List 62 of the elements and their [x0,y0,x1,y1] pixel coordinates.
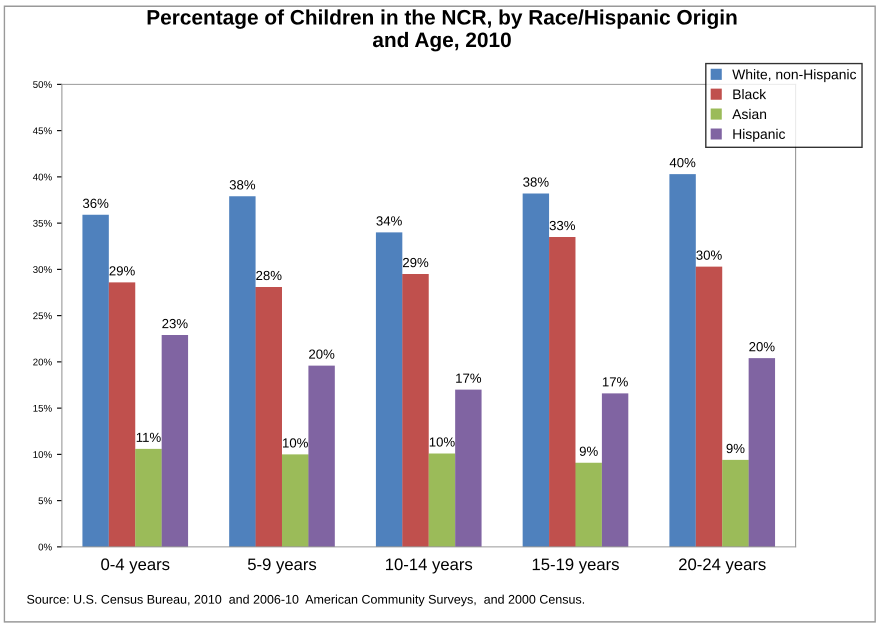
bar [722,460,749,547]
data-label: 38% [230,180,256,190]
data-label: 20% [749,342,775,352]
y-tick-label: 25% [33,312,52,320]
bar [549,237,576,547]
data-label: 28% [256,270,282,280]
data-label: 10% [283,438,308,448]
bar [256,286,282,547]
x-tick-label: 0-4 years [101,558,170,574]
chart-title: Percentage of Children in the NCR, by Race/Hispanic Origin and Age, 2010 [148,9,737,52]
legend-label: Hispanic [733,128,786,142]
bar [162,335,188,547]
y-tick-label: 0% [38,544,52,550]
legend-label: White, non-Hispanic [732,69,856,82]
data-label: 17% [456,374,482,383]
y-tick-label: 20% [33,358,52,366]
data-label: 29% [402,258,428,268]
bar [376,232,402,547]
data-label: 29% [110,266,135,276]
bar [748,358,776,547]
data-label: 30% [696,250,722,260]
data-label: 20% [309,349,334,359]
bar [602,393,628,547]
bar [308,366,335,547]
bar [696,266,722,547]
data-label: 17% [602,377,628,386]
y-tick-label: 10% [33,451,52,458]
data-label: 34% [376,216,402,226]
bar [522,194,550,547]
data-label: 40% [670,158,696,168]
legend-label: Asian [732,108,766,120]
bar [575,462,602,547]
bar [229,196,256,547]
x-tick-label: 10-14 years [386,558,472,574]
x-tick-label: 15-19 years [532,558,619,574]
y-tick-label: 35% [33,220,52,227]
data-label: 11% [136,432,161,442]
legend-label: Black [733,89,766,100]
y-tick-label: 30% [33,266,52,273]
data-label: 9% [726,444,744,454]
data-label: 38% [523,177,549,187]
source-note: Source: U.S. Census Bureau, 2010 and 2006-10 American Community Surveys, and 2000 Census. [27,594,584,606]
x-tick-label: 20-24 years [679,558,766,574]
data-label: 10% [430,437,455,447]
data-label: 36% [82,198,108,208]
bar [108,282,136,547]
data-label: 23% [162,318,188,328]
data-label: 9% [580,446,598,456]
y-tick-label: 40% [32,174,52,180]
x-tick-label: 5-9 years [248,558,316,574]
bar [82,214,109,547]
bar [455,390,482,547]
bar [669,174,696,547]
y-tick-label: 45% [32,127,52,134]
bar [282,454,308,547]
bar [428,453,456,547]
bar [402,274,429,547]
bar [135,448,162,547]
y-tick-label: 15% [33,404,52,412]
data-label: 33% [550,220,576,230]
y-tick-label: 50% [33,81,52,88]
y-tick-label: 5% [38,497,52,504]
